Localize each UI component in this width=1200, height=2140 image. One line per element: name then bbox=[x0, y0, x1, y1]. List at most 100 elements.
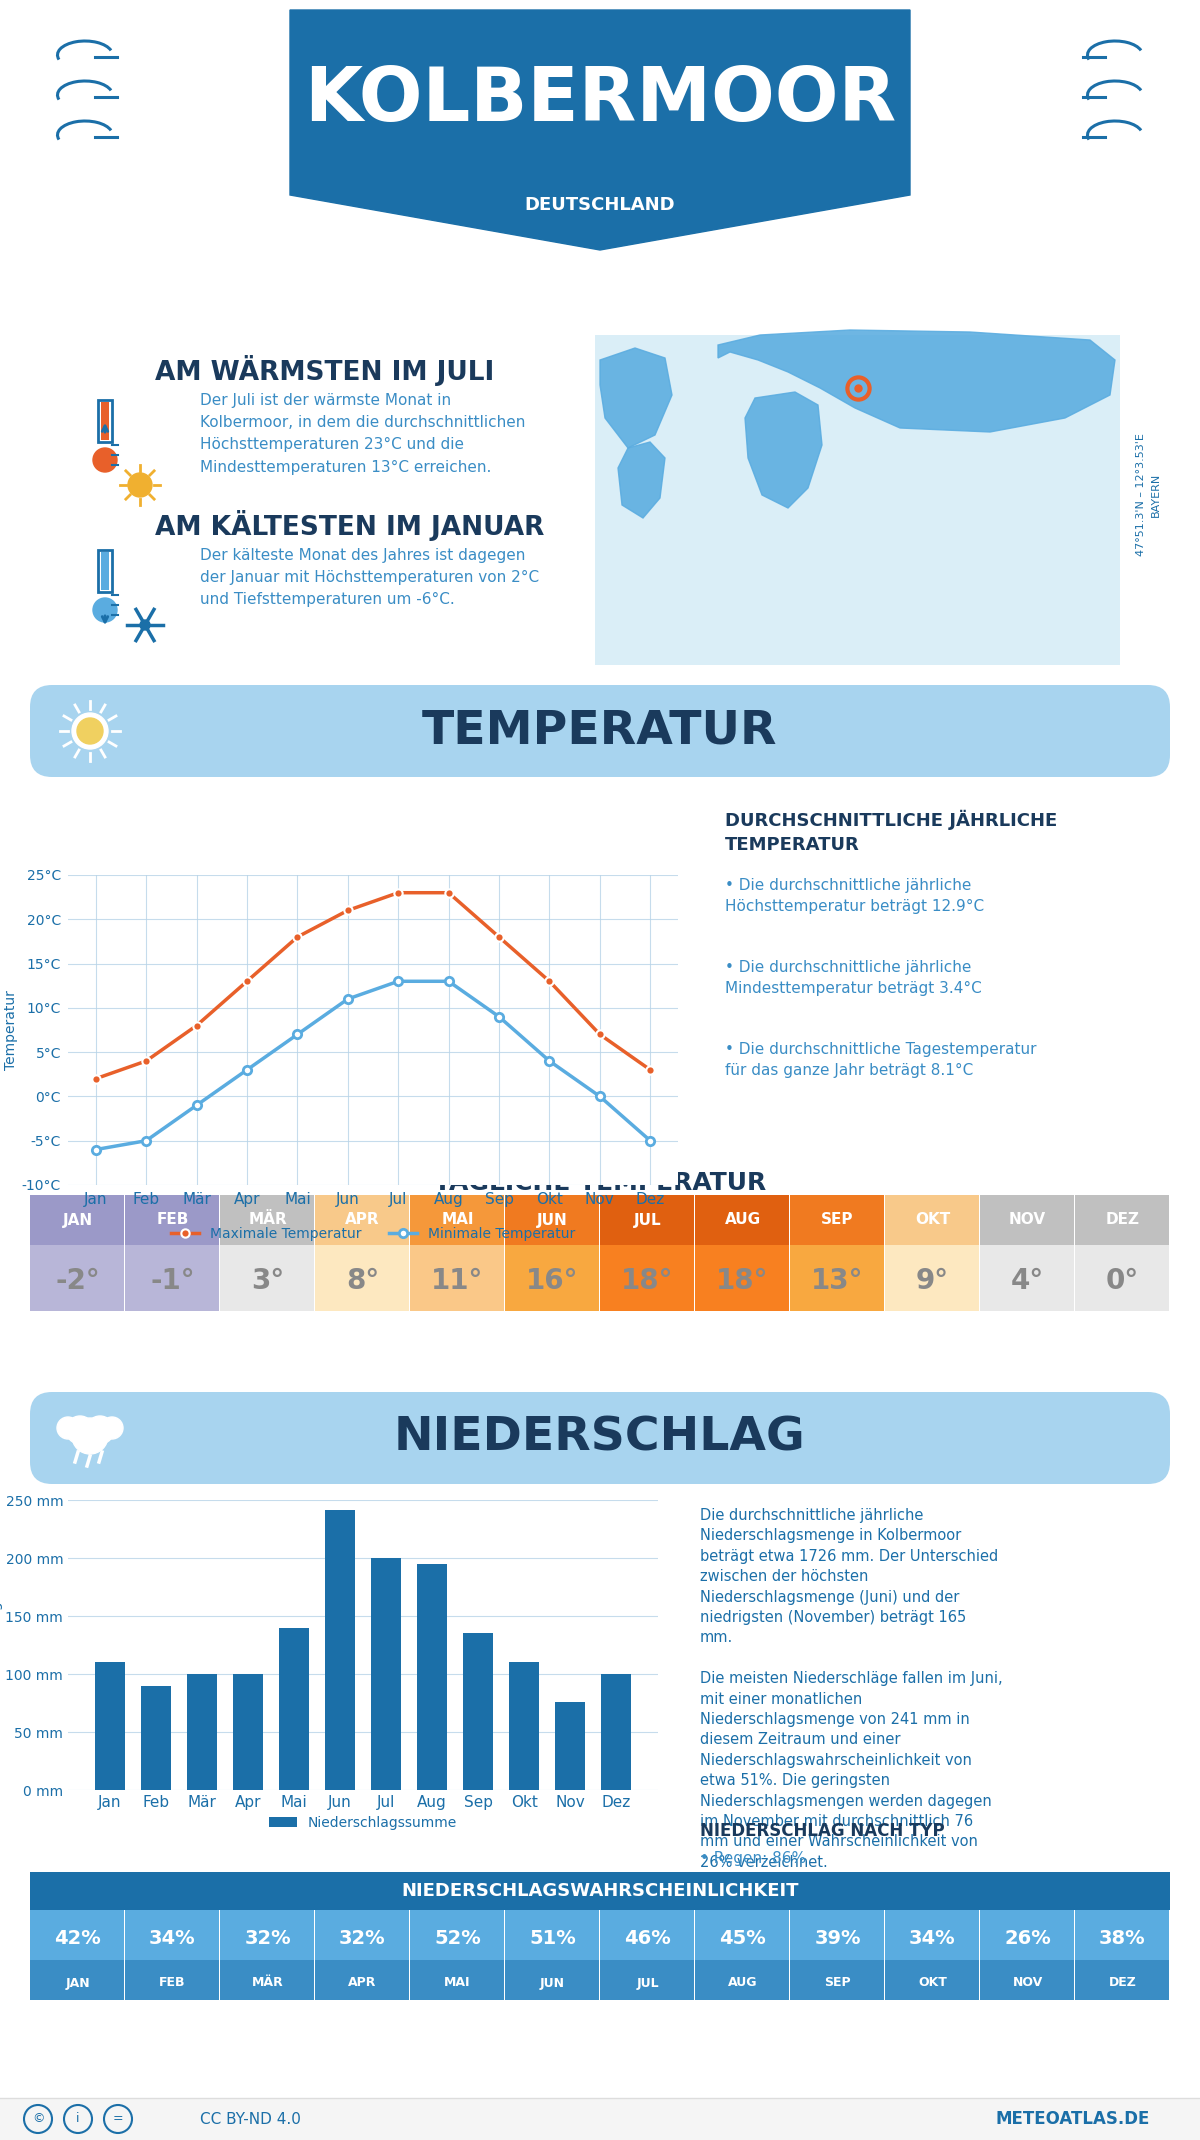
Circle shape bbox=[86, 1417, 114, 1444]
Bar bbox=[980, 1245, 1074, 1312]
Text: -2°: -2° bbox=[55, 1267, 100, 1295]
Text: AUG: AUG bbox=[725, 1213, 761, 1228]
Bar bbox=[98, 400, 112, 443]
Text: Der Juli ist der wärmste Monat in
Kolbermoor, in dem die durchschnittlichen
Höch: Der Juli ist der wärmste Monat in Kolber… bbox=[200, 394, 526, 475]
Bar bbox=[600, 1960, 694, 2001]
Text: NIEDERSCHLAGSWAHRSCHEINLICHKEIT: NIEDERSCHLAGSWAHRSCHEINLICHKEIT bbox=[401, 1881, 799, 1900]
Text: SEP: SEP bbox=[821, 1213, 853, 1228]
Bar bbox=[220, 1911, 314, 1960]
Bar bbox=[1075, 1960, 1169, 2001]
Bar bbox=[886, 1960, 979, 2001]
Bar bbox=[30, 1194, 124, 1245]
Bar bbox=[505, 1245, 599, 1312]
Bar bbox=[595, 336, 1120, 666]
FancyBboxPatch shape bbox=[30, 685, 1170, 777]
Polygon shape bbox=[600, 349, 672, 447]
Text: NOV: NOV bbox=[1013, 1977, 1043, 1990]
Text: 3°: 3° bbox=[251, 1267, 284, 1295]
Polygon shape bbox=[745, 392, 822, 507]
Circle shape bbox=[66, 1417, 94, 1444]
Bar bbox=[30, 1872, 1170, 1911]
Text: 9°: 9° bbox=[916, 1267, 949, 1295]
Text: OKT: OKT bbox=[914, 1213, 950, 1228]
Text: • Regen: 86%: • Regen: 86% bbox=[700, 1851, 806, 1866]
Bar bbox=[371, 1558, 401, 1789]
Bar bbox=[418, 1564, 448, 1789]
Text: 34%: 34% bbox=[910, 1928, 956, 1947]
Polygon shape bbox=[718, 330, 1115, 432]
Bar bbox=[101, 552, 109, 591]
Polygon shape bbox=[290, 11, 910, 250]
Bar bbox=[1075, 1911, 1169, 1960]
Bar bbox=[410, 1245, 504, 1312]
Text: TEMPERATUR: TEMPERATUR bbox=[422, 708, 778, 753]
Circle shape bbox=[94, 447, 118, 473]
Bar bbox=[463, 1633, 493, 1789]
Text: MÄR: MÄR bbox=[248, 1213, 287, 1228]
Text: 13°: 13° bbox=[811, 1267, 864, 1295]
Circle shape bbox=[101, 1417, 124, 1438]
Bar bbox=[30, 1960, 124, 2001]
Text: APR: APR bbox=[348, 1977, 377, 1990]
Text: 52%: 52% bbox=[434, 1928, 481, 1947]
Bar bbox=[600, 1245, 694, 1312]
Text: 45%: 45% bbox=[719, 1928, 766, 1947]
Text: DEZ: DEZ bbox=[1109, 1977, 1136, 1990]
Bar bbox=[790, 1245, 884, 1312]
Text: METEOATLAS.DE: METEOATLAS.DE bbox=[996, 2110, 1150, 2127]
Bar bbox=[220, 1245, 314, 1312]
Text: CC BY-ND 4.0: CC BY-ND 4.0 bbox=[200, 2112, 301, 2127]
Text: JUN: JUN bbox=[540, 1977, 565, 1990]
Polygon shape bbox=[618, 443, 665, 518]
Bar bbox=[314, 1911, 409, 1960]
Text: AM KÄLTESTEN IM JANUAR: AM KÄLTESTEN IM JANUAR bbox=[155, 509, 545, 541]
Text: Die durchschnittliche jährliche
Niederschlagsmenge in Kolbermoor
beträgt etwa 17: Die durchschnittliche jährliche Niedersc… bbox=[700, 1509, 1003, 1870]
Text: NIEDERSCHLAG: NIEDERSCHLAG bbox=[394, 1415, 806, 1459]
Bar bbox=[695, 1911, 790, 1960]
Text: 47°51.3'N – 12°3.53'E
BAYERN: 47°51.3'N – 12°3.53'E BAYERN bbox=[1135, 434, 1160, 556]
Bar bbox=[410, 1960, 504, 2001]
Bar bbox=[125, 1960, 220, 2001]
Bar bbox=[410, 1911, 504, 1960]
FancyBboxPatch shape bbox=[30, 1391, 1170, 1483]
Bar bbox=[695, 1960, 790, 2001]
Text: • Die durchschnittliche Tagestemperatur
für das ganze Jahr beträgt 8.1°C: • Die durchschnittliche Tagestemperatur … bbox=[725, 1042, 1037, 1079]
Text: Der kälteste Monat des Jahres ist dagegen
der Januar mit Höchsttemperaturen von : Der kälteste Monat des Jahres ist dagege… bbox=[200, 548, 539, 608]
Text: KOLBERMOOR: KOLBERMOOR bbox=[304, 64, 896, 137]
Text: MAI: MAI bbox=[442, 1213, 474, 1228]
Bar bbox=[187, 1673, 217, 1789]
Bar bbox=[695, 1194, 790, 1245]
Text: APR: APR bbox=[346, 1213, 380, 1228]
Text: MAI: MAI bbox=[444, 1977, 470, 1990]
Text: 0°: 0° bbox=[1106, 1267, 1139, 1295]
Bar bbox=[1075, 1194, 1169, 1245]
Circle shape bbox=[94, 597, 118, 623]
Bar bbox=[600, 1194, 694, 1245]
Text: 46%: 46% bbox=[624, 1928, 671, 1947]
Text: AM WÄRMSTEN IM JULI: AM WÄRMSTEN IM JULI bbox=[155, 355, 494, 385]
Text: 32%: 32% bbox=[244, 1928, 290, 1947]
Text: AUG: AUG bbox=[727, 1977, 757, 1990]
Bar bbox=[600, 1911, 694, 1960]
Text: • Schnee: 14%: • Schnee: 14% bbox=[700, 1875, 814, 1890]
Text: OKT: OKT bbox=[918, 1977, 947, 1990]
Text: 39%: 39% bbox=[815, 1928, 860, 1947]
Text: 18°: 18° bbox=[716, 1267, 769, 1295]
Bar bbox=[278, 1629, 308, 1789]
Bar bbox=[505, 1960, 599, 2001]
Bar bbox=[314, 1245, 409, 1312]
Text: FEB: FEB bbox=[156, 1213, 188, 1228]
Text: • Die durchschnittliche jährliche
Mindesttemperatur beträgt 3.4°C: • Die durchschnittliche jährliche Mindes… bbox=[725, 961, 982, 995]
Text: 42%: 42% bbox=[54, 1928, 101, 1947]
Bar bbox=[410, 1194, 504, 1245]
Bar bbox=[695, 1245, 790, 1312]
Bar bbox=[220, 1194, 314, 1245]
Bar bbox=[95, 1663, 125, 1789]
Bar bbox=[1075, 1245, 1169, 1312]
Bar bbox=[556, 1701, 586, 1789]
Legend: Niederschlagssumme: Niederschlagssumme bbox=[263, 1810, 463, 1836]
Text: JUL: JUL bbox=[636, 1977, 659, 1990]
Text: JUN: JUN bbox=[538, 1213, 568, 1228]
Y-axis label: Niederschlag: Niederschlag bbox=[0, 1599, 1, 1691]
Bar bbox=[314, 1960, 409, 2001]
